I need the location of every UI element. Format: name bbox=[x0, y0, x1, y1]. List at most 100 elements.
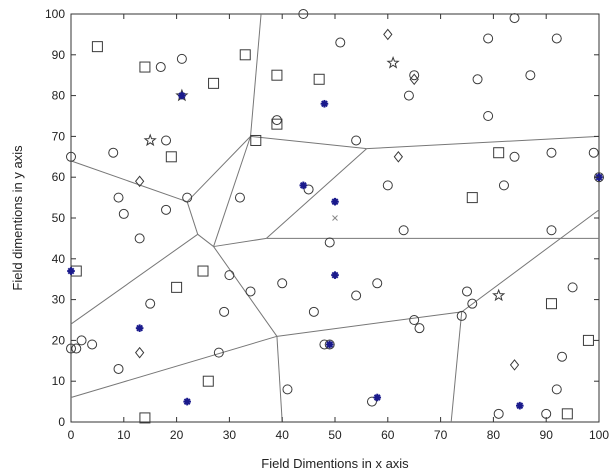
star-point bbox=[386, 56, 400, 69]
y-tick-label: 80 bbox=[52, 89, 66, 103]
boundary-line bbox=[186, 136, 251, 203]
circle-point bbox=[557, 351, 568, 362]
x-tick-label: 20 bbox=[170, 428, 184, 442]
y-tick-label: 40 bbox=[52, 252, 66, 266]
x-tick-label: 90 bbox=[540, 428, 554, 442]
circle-point bbox=[551, 384, 562, 395]
circle-point bbox=[382, 180, 393, 191]
circle-point bbox=[462, 286, 472, 297]
y-tick-label: 30 bbox=[52, 293, 66, 307]
diamond-point bbox=[134, 175, 145, 188]
diamond-point bbox=[509, 359, 520, 371]
circle-point bbox=[161, 204, 172, 215]
square-point bbox=[208, 77, 220, 89]
circle-point bbox=[398, 225, 409, 236]
square-point bbox=[545, 298, 557, 310]
square-point bbox=[202, 375, 214, 387]
y-tick-label: 10 bbox=[52, 374, 66, 388]
circle-point bbox=[351, 290, 362, 301]
y-tick-label: 100 bbox=[45, 7, 65, 21]
circle-point bbox=[182, 192, 193, 203]
circle-point bbox=[71, 343, 82, 354]
circle-point bbox=[155, 62, 166, 73]
circle-point bbox=[298, 9, 309, 19]
circle-point bbox=[66, 151, 76, 162]
x-tick-label: 70 bbox=[434, 428, 448, 442]
circle-point bbox=[456, 310, 467, 321]
boundary-line bbox=[461, 209, 600, 313]
cluster-head-stroke bbox=[183, 398, 191, 405]
x-tick-label: 100 bbox=[589, 428, 609, 442]
circle-point bbox=[588, 147, 599, 158]
boundary-line bbox=[250, 13, 262, 137]
circle-point bbox=[213, 347, 224, 358]
markers bbox=[66, 9, 604, 424]
diamond-point bbox=[393, 150, 404, 163]
circle-point bbox=[161, 135, 172, 146]
sink-point bbox=[332, 215, 338, 221]
boundary-line bbox=[70, 335, 278, 398]
cluster-head-point bbox=[135, 324, 144, 332]
boundary-line bbox=[213, 237, 267, 248]
square-point bbox=[561, 408, 573, 420]
cluster-head-stroke bbox=[331, 198, 339, 206]
circle-point bbox=[66, 343, 76, 354]
x-ticks: 0 10 20 30 40 50 60 70 80 90 100 bbox=[68, 14, 609, 442]
cluster-head-point bbox=[183, 397, 191, 406]
y-tick-label: 70 bbox=[52, 129, 66, 143]
circle-point bbox=[509, 151, 520, 162]
circle-point bbox=[409, 70, 420, 81]
x-tick-label: 60 bbox=[381, 428, 395, 442]
circle-point bbox=[303, 184, 314, 195]
cluster-head-stroke bbox=[67, 267, 75, 275]
square-point bbox=[139, 412, 151, 424]
cluster-head-point bbox=[178, 91, 186, 100]
circle-point bbox=[403, 90, 414, 101]
cluster-head-stroke bbox=[331, 271, 339, 279]
square-point bbox=[466, 192, 478, 204]
square-point bbox=[239, 49, 251, 61]
boundary-line bbox=[197, 233, 214, 247]
boundary-line bbox=[276, 336, 283, 423]
boundary-lines bbox=[70, 13, 600, 423]
circle-point bbox=[483, 111, 494, 121]
y-tick-label: 60 bbox=[52, 170, 66, 184]
circle-point bbox=[546, 225, 557, 236]
circle-point bbox=[113, 192, 124, 203]
circle-point bbox=[567, 282, 578, 293]
circle-point bbox=[324, 237, 335, 248]
circle-point bbox=[472, 74, 483, 85]
sink-stroke bbox=[332, 215, 338, 221]
circle-point bbox=[493, 408, 504, 419]
y-tick-label: 20 bbox=[52, 333, 66, 347]
circle-point bbox=[498, 180, 509, 191]
cluster-head-stroke bbox=[178, 92, 186, 99]
star-point bbox=[143, 133, 157, 147]
square-point bbox=[165, 151, 177, 163]
cluster-head-stroke bbox=[321, 100, 328, 108]
square-point bbox=[197, 265, 209, 277]
circle-point bbox=[335, 37, 346, 48]
circle-point bbox=[414, 323, 425, 334]
x-tick-label: 80 bbox=[487, 428, 501, 442]
circle-point bbox=[118, 208, 129, 219]
circle-point bbox=[324, 339, 335, 350]
y-tick-label: 90 bbox=[52, 48, 66, 62]
circle-point bbox=[483, 33, 494, 44]
circle-point bbox=[409, 315, 420, 325]
diamond-point bbox=[383, 28, 393, 41]
star-point bbox=[492, 288, 506, 302]
circle-point bbox=[351, 135, 362, 146]
square-point bbox=[271, 118, 283, 130]
boundary-line bbox=[213, 246, 278, 337]
cluster-head-point bbox=[67, 267, 75, 275]
y-tick-label: 0 bbox=[58, 415, 65, 429]
circle-point bbox=[145, 298, 156, 309]
cluster-head-stroke bbox=[326, 341, 334, 348]
circle-point bbox=[366, 396, 377, 407]
cluster-head-point bbox=[325, 340, 334, 349]
circle-point bbox=[76, 335, 87, 346]
boundary-line bbox=[450, 311, 463, 423]
cluster-head-point bbox=[331, 271, 339, 279]
circle-point bbox=[245, 286, 256, 297]
